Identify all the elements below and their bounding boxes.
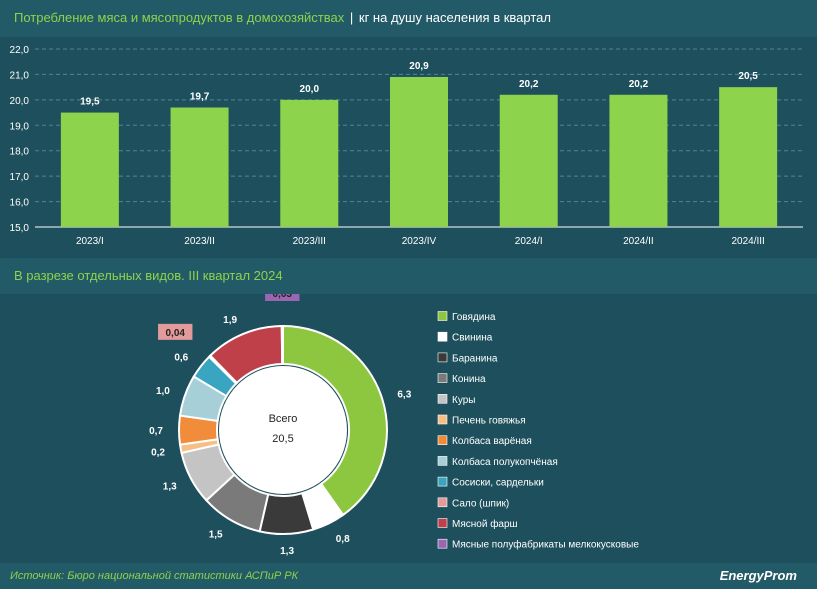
title-separator: | — [349, 10, 354, 25]
legend-swatch — [437, 394, 448, 404]
legend-swatch — [437, 331, 448, 342]
bar-value-label: 20,0 — [300, 84, 320, 95]
legend-label: Колбаса полукопчёная — [452, 456, 558, 468]
legend-label: Говядина — [452, 312, 496, 323]
chart-header: Потребление мяса и мясопродуктов в домох… — [0, 0, 817, 37]
y-tick-label: 15,0 — [10, 223, 30, 234]
chart-unit: кг на душу населения в квартал — [358, 10, 551, 25]
legend-swatch — [437, 538, 448, 549]
slice-value-label: 0,04 — [166, 328, 186, 339]
legend-label: Печень говяжья — [452, 416, 526, 427]
section-header: В разрезе отдельных видов. III квартал 2… — [0, 258, 817, 294]
x-tick-label: 2024/III — [731, 236, 764, 247]
y-tick-label: 17,0 — [10, 172, 30, 183]
legend-label: Куры — [452, 395, 475, 406]
bar — [280, 99, 339, 227]
slice-value-label: 1,0 — [156, 386, 170, 397]
legend-swatch — [437, 456, 448, 466]
bar-value-label: 20,2 — [629, 79, 649, 90]
donut-center-value: 20,5 — [272, 433, 293, 445]
legend-label: Колбаса варёная — [452, 435, 532, 447]
slice-value-label: 6,3 — [397, 390, 411, 401]
slice-value-label: 0,7 — [149, 426, 163, 437]
donut-center — [219, 366, 347, 494]
slice-label-box — [265, 294, 300, 302]
x-tick-label: 2024/II — [623, 236, 654, 247]
donut-chart: 6,3 0,8 1,3 1,5 1,3 0,2 0,7 1,0 0,6 0,04 1,9 0,03 Вс… — [149, 294, 639, 557]
legend-swatch — [437, 311, 448, 321]
donut-slice — [280, 324, 284, 366]
bar — [60, 112, 119, 227]
bar-value-label: 20,5 — [738, 71, 758, 82]
legend-label: Мясной фарш — [452, 518, 518, 530]
slice-value-label: 1,5 — [209, 530, 223, 541]
slice-value-label: 1,3 — [163, 482, 177, 493]
legend-swatch — [437, 435, 448, 445]
x-tick-label: 2023/III — [293, 236, 326, 247]
bar — [499, 94, 558, 227]
bar-value-label: 20,2 — [519, 79, 539, 90]
x-tick-label: 2024/I — [515, 236, 543, 247]
legend-label: Сало (шпик) — [452, 498, 509, 509]
y-tick-label: 19,0 — [10, 121, 30, 132]
slice-value-label: 0,03 — [273, 294, 293, 300]
x-tick-label: 2023/II — [184, 236, 215, 247]
bar — [719, 87, 778, 227]
y-tick-label: 16,0 — [10, 198, 30, 209]
legend-swatch — [437, 352, 448, 363]
footer: Источник: Бюро национальной статистики А… — [0, 563, 817, 589]
bar — [609, 94, 668, 227]
slice-value-label: 0,8 — [336, 534, 350, 545]
slice-value-label: 0,2 — [151, 448, 165, 459]
legend-swatch — [437, 518, 448, 528]
chart-title-line: Потребление мяса и мясопродуктов в домох… — [14, 10, 551, 25]
donut-center-label: Всего — [269, 413, 298, 425]
section-title: В разрезе отдельных видов. III квартал 2… — [14, 268, 283, 283]
bar-chart: 15,0 16,0 17,0 18,0 19,0 20,0 21,0 22,0 19,5 2023… — [10, 45, 803, 247]
bar-value-label: 19,5 — [80, 97, 100, 108]
y-tick-label: 18,0 — [10, 147, 30, 158]
brand-logo: EnergyProm — [719, 568, 797, 583]
bar — [170, 107, 229, 227]
donut-slice — [282, 324, 388, 517]
legend-label: Мясные полуфабрикаты мелкокусковые — [452, 539, 639, 551]
legend-label: Баранина — [452, 353, 498, 364]
legend-swatch — [437, 476, 448, 487]
slice-value-label: 1,3 — [280, 546, 294, 557]
chart-title: Потребление мяса и мясопродуктов в домох… — [14, 10, 345, 25]
slice-value-label: 0,6 — [174, 352, 188, 363]
source-note: Источник: Бюро национальной статистики А… — [10, 570, 299, 582]
x-tick-label: 2023/I — [76, 236, 104, 247]
legend-swatch — [437, 414, 448, 425]
bar — [390, 76, 448, 227]
legend-swatch — [437, 373, 448, 383]
y-tick-label: 21,0 — [10, 70, 30, 81]
legend-swatch — [437, 497, 448, 508]
slice-label-box — [158, 323, 193, 340]
x-tick-label: 2023/IV — [402, 236, 437, 247]
legend-label: Конина — [452, 374, 486, 385]
slice-value-label: 1,9 — [223, 315, 237, 326]
legend-label: Свинина — [452, 333, 493, 344]
y-tick-label: 22,0 — [10, 45, 30, 56]
bar-value-label: 19,7 — [190, 91, 210, 102]
bar-value-label: 20,9 — [409, 61, 429, 72]
y-tick-label: 20,0 — [10, 96, 30, 107]
legend-label: Сосиски, сардельки — [452, 478, 544, 489]
